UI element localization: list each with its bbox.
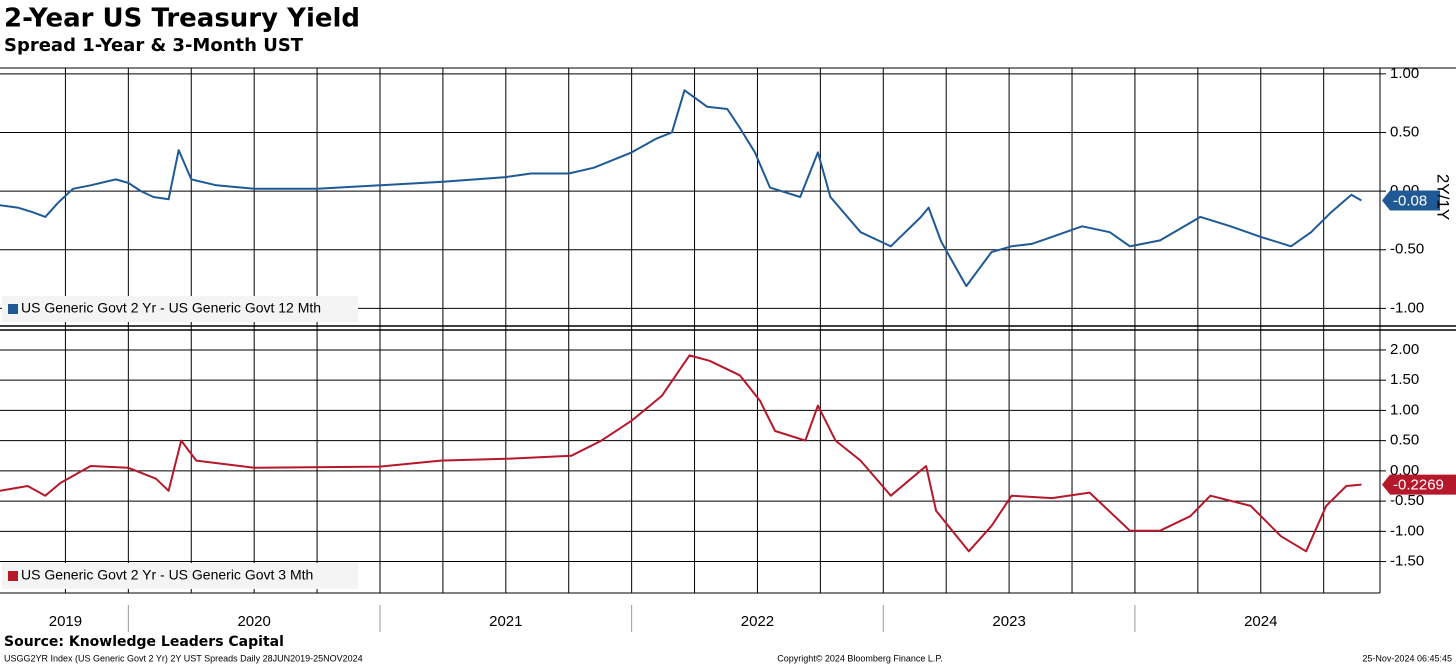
- series-line: [0, 89, 1362, 288]
- last-value-label: -0.08: [1393, 192, 1427, 209]
- x-tick-label: 2022: [741, 613, 774, 630]
- y-tick-label: -0.50: [1390, 241, 1424, 258]
- source: Source: Knowledge Leaders Capital: [4, 634, 284, 650]
- y-tick-label: 2.00: [1390, 341, 1419, 358]
- y-tick-label: 1.00: [1390, 401, 1419, 418]
- y-tick-label: 1.50: [1390, 371, 1419, 388]
- legend-box: [2, 296, 358, 322]
- x-tick-label: 2021: [489, 613, 522, 630]
- x-tick-label: 2024: [1244, 613, 1277, 630]
- legend-box: [2, 563, 358, 589]
- y-tick-label: 1.00: [1390, 65, 1419, 82]
- y-tick-label: -0.50: [1390, 492, 1424, 509]
- footer-left: USGG2YR Index (US Generic Govt 2 Yr) 2Y …: [4, 653, 363, 663]
- y-tick-label: -1.00: [1390, 299, 1424, 316]
- last-value-label: -0.2269: [1393, 477, 1444, 494]
- y-axis-title: 2Y/1Y: [1434, 174, 1453, 220]
- legend-swatch: [8, 304, 18, 314]
- last-value-badge: [1382, 474, 1456, 495]
- chart-subtitle: Spread 1-Year & 3-Month UST: [4, 35, 304, 56]
- x-tick-label: 2019: [49, 613, 82, 630]
- y-tick-label: 0.50: [1390, 432, 1419, 449]
- legend-label: US Generic Govt 2 Yr - US Generic Govt 3…: [21, 567, 313, 583]
- last-value-badge: [1382, 190, 1440, 211]
- series-line: [0, 354, 1362, 553]
- legend-label: US Generic Govt 2 Yr - US Generic Govt 1…: [21, 300, 321, 316]
- y-tick-label: 0.50: [1390, 123, 1419, 140]
- y-tick-label: -1.50: [1390, 553, 1424, 570]
- legend-swatch: [8, 571, 18, 581]
- x-tick-label: 2020: [237, 613, 270, 630]
- x-tick-label: 2023: [992, 613, 1025, 630]
- y-tick-label: -1.00: [1390, 522, 1424, 539]
- footer-center: Copyright© 2024 Bloomberg Finance L.P.: [777, 653, 943, 663]
- footer-right: 25-Nov-2024 06:45:45: [1362, 653, 1452, 663]
- chart-title: 2-Year US Treasury Yield: [4, 4, 360, 34]
